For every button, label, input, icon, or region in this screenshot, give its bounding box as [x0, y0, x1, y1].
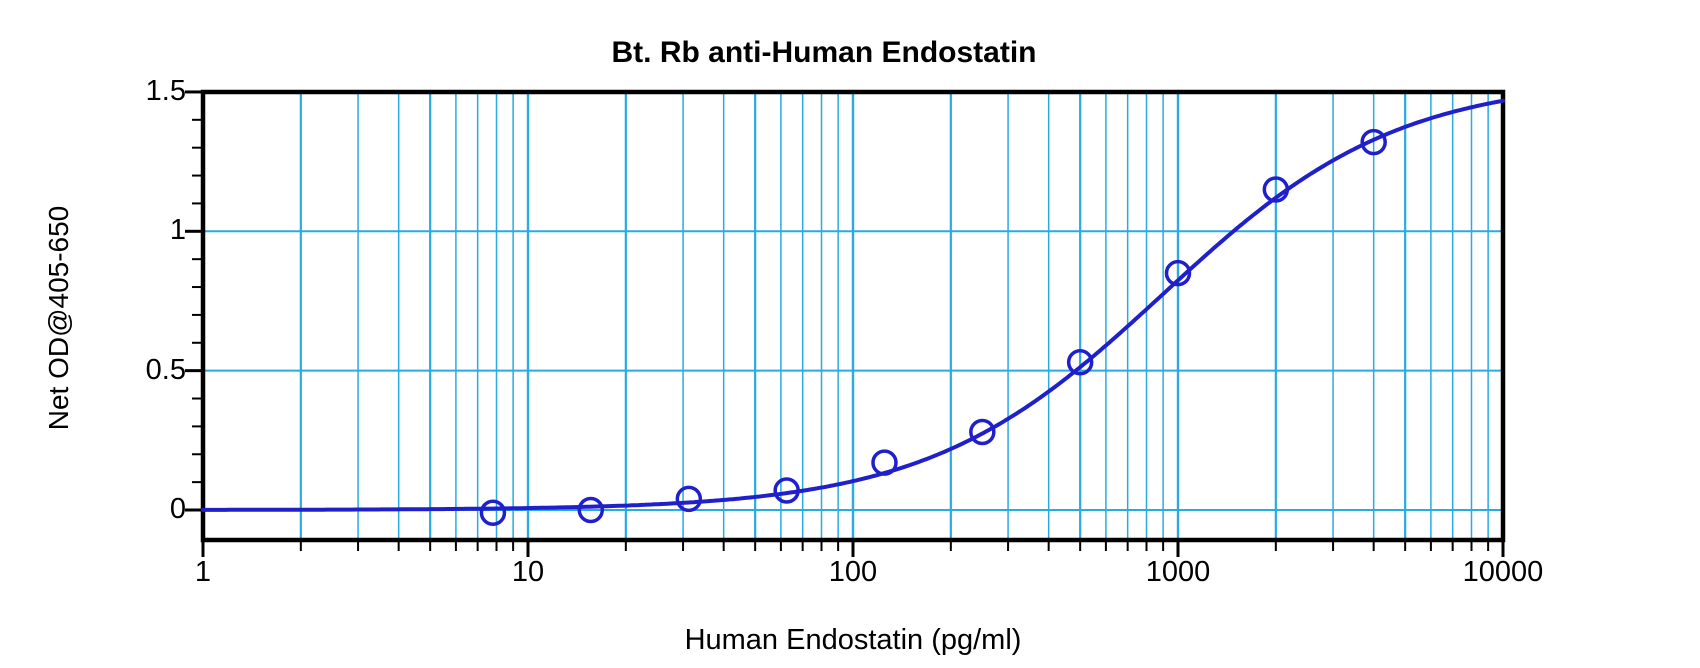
data-point-marker [1164, 259, 1192, 287]
x-axis-title: Human Endostatin (pg/ml) [684, 624, 1022, 656]
data-point-marker [1262, 176, 1290, 203]
x-tick-label: 10000 [1462, 556, 1544, 588]
data-point-marker [577, 496, 605, 524]
data-point-marker [969, 418, 996, 446]
x-tick-label: 10 [511, 556, 545, 588]
y-tick-label: 1.5 [145, 74, 186, 107]
y-tick-label: 1 [169, 214, 186, 247]
data-point-marker [675, 485, 703, 513]
y-tick-label: 0 [169, 492, 186, 525]
x-tick-label: 1 [194, 556, 212, 588]
data-point-marker [479, 499, 507, 527]
chart-title: Bt. Rb anti-Human Endostatin [611, 36, 1037, 69]
y-tick-label: 0.5 [145, 353, 186, 386]
data-point-marker [1360, 128, 1387, 156]
x-tick-label: 100 [828, 556, 878, 588]
data-point-marker [871, 449, 898, 476]
x-tick-label: 1000 [1145, 556, 1211, 588]
data-point-marker [1066, 349, 1094, 376]
plot-border [200, 89, 1506, 543]
data-point-marker [773, 477, 800, 504]
